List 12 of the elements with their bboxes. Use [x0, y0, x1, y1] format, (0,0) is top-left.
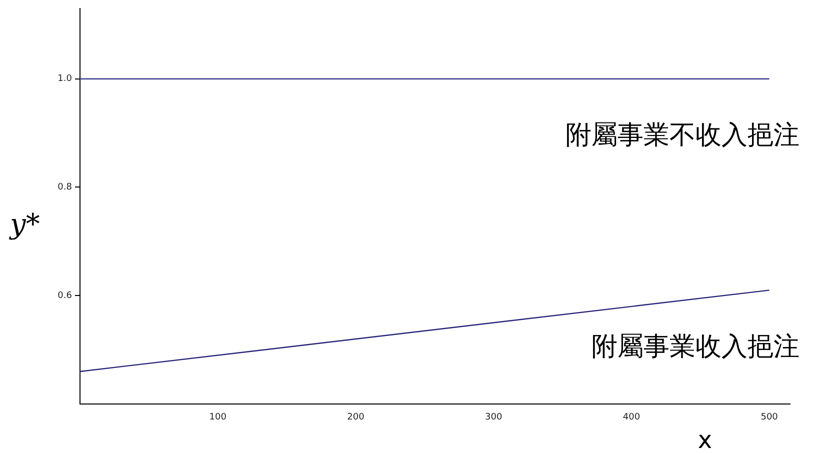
y-axis-title: y* [8, 207, 40, 240]
y-tick-label: 1.0 [58, 74, 72, 84]
y-tick-label: 0.8 [58, 182, 72, 193]
y-tick-label: 0.6 [58, 290, 72, 301]
x-tick-label: 500 [760, 412, 778, 423]
series-label: 附屬事業不收入挹注 [565, 120, 800, 151]
series-label: 附屬事業收入挹注 [591, 332, 800, 362]
x-tick-label: 400 [622, 412, 640, 423]
x-axis-title: x [698, 426, 712, 454]
x-tick-label: 100 [209, 412, 227, 423]
x-tick-label: 200 [347, 412, 365, 423]
x-tick-label: 300 [485, 412, 502, 423]
